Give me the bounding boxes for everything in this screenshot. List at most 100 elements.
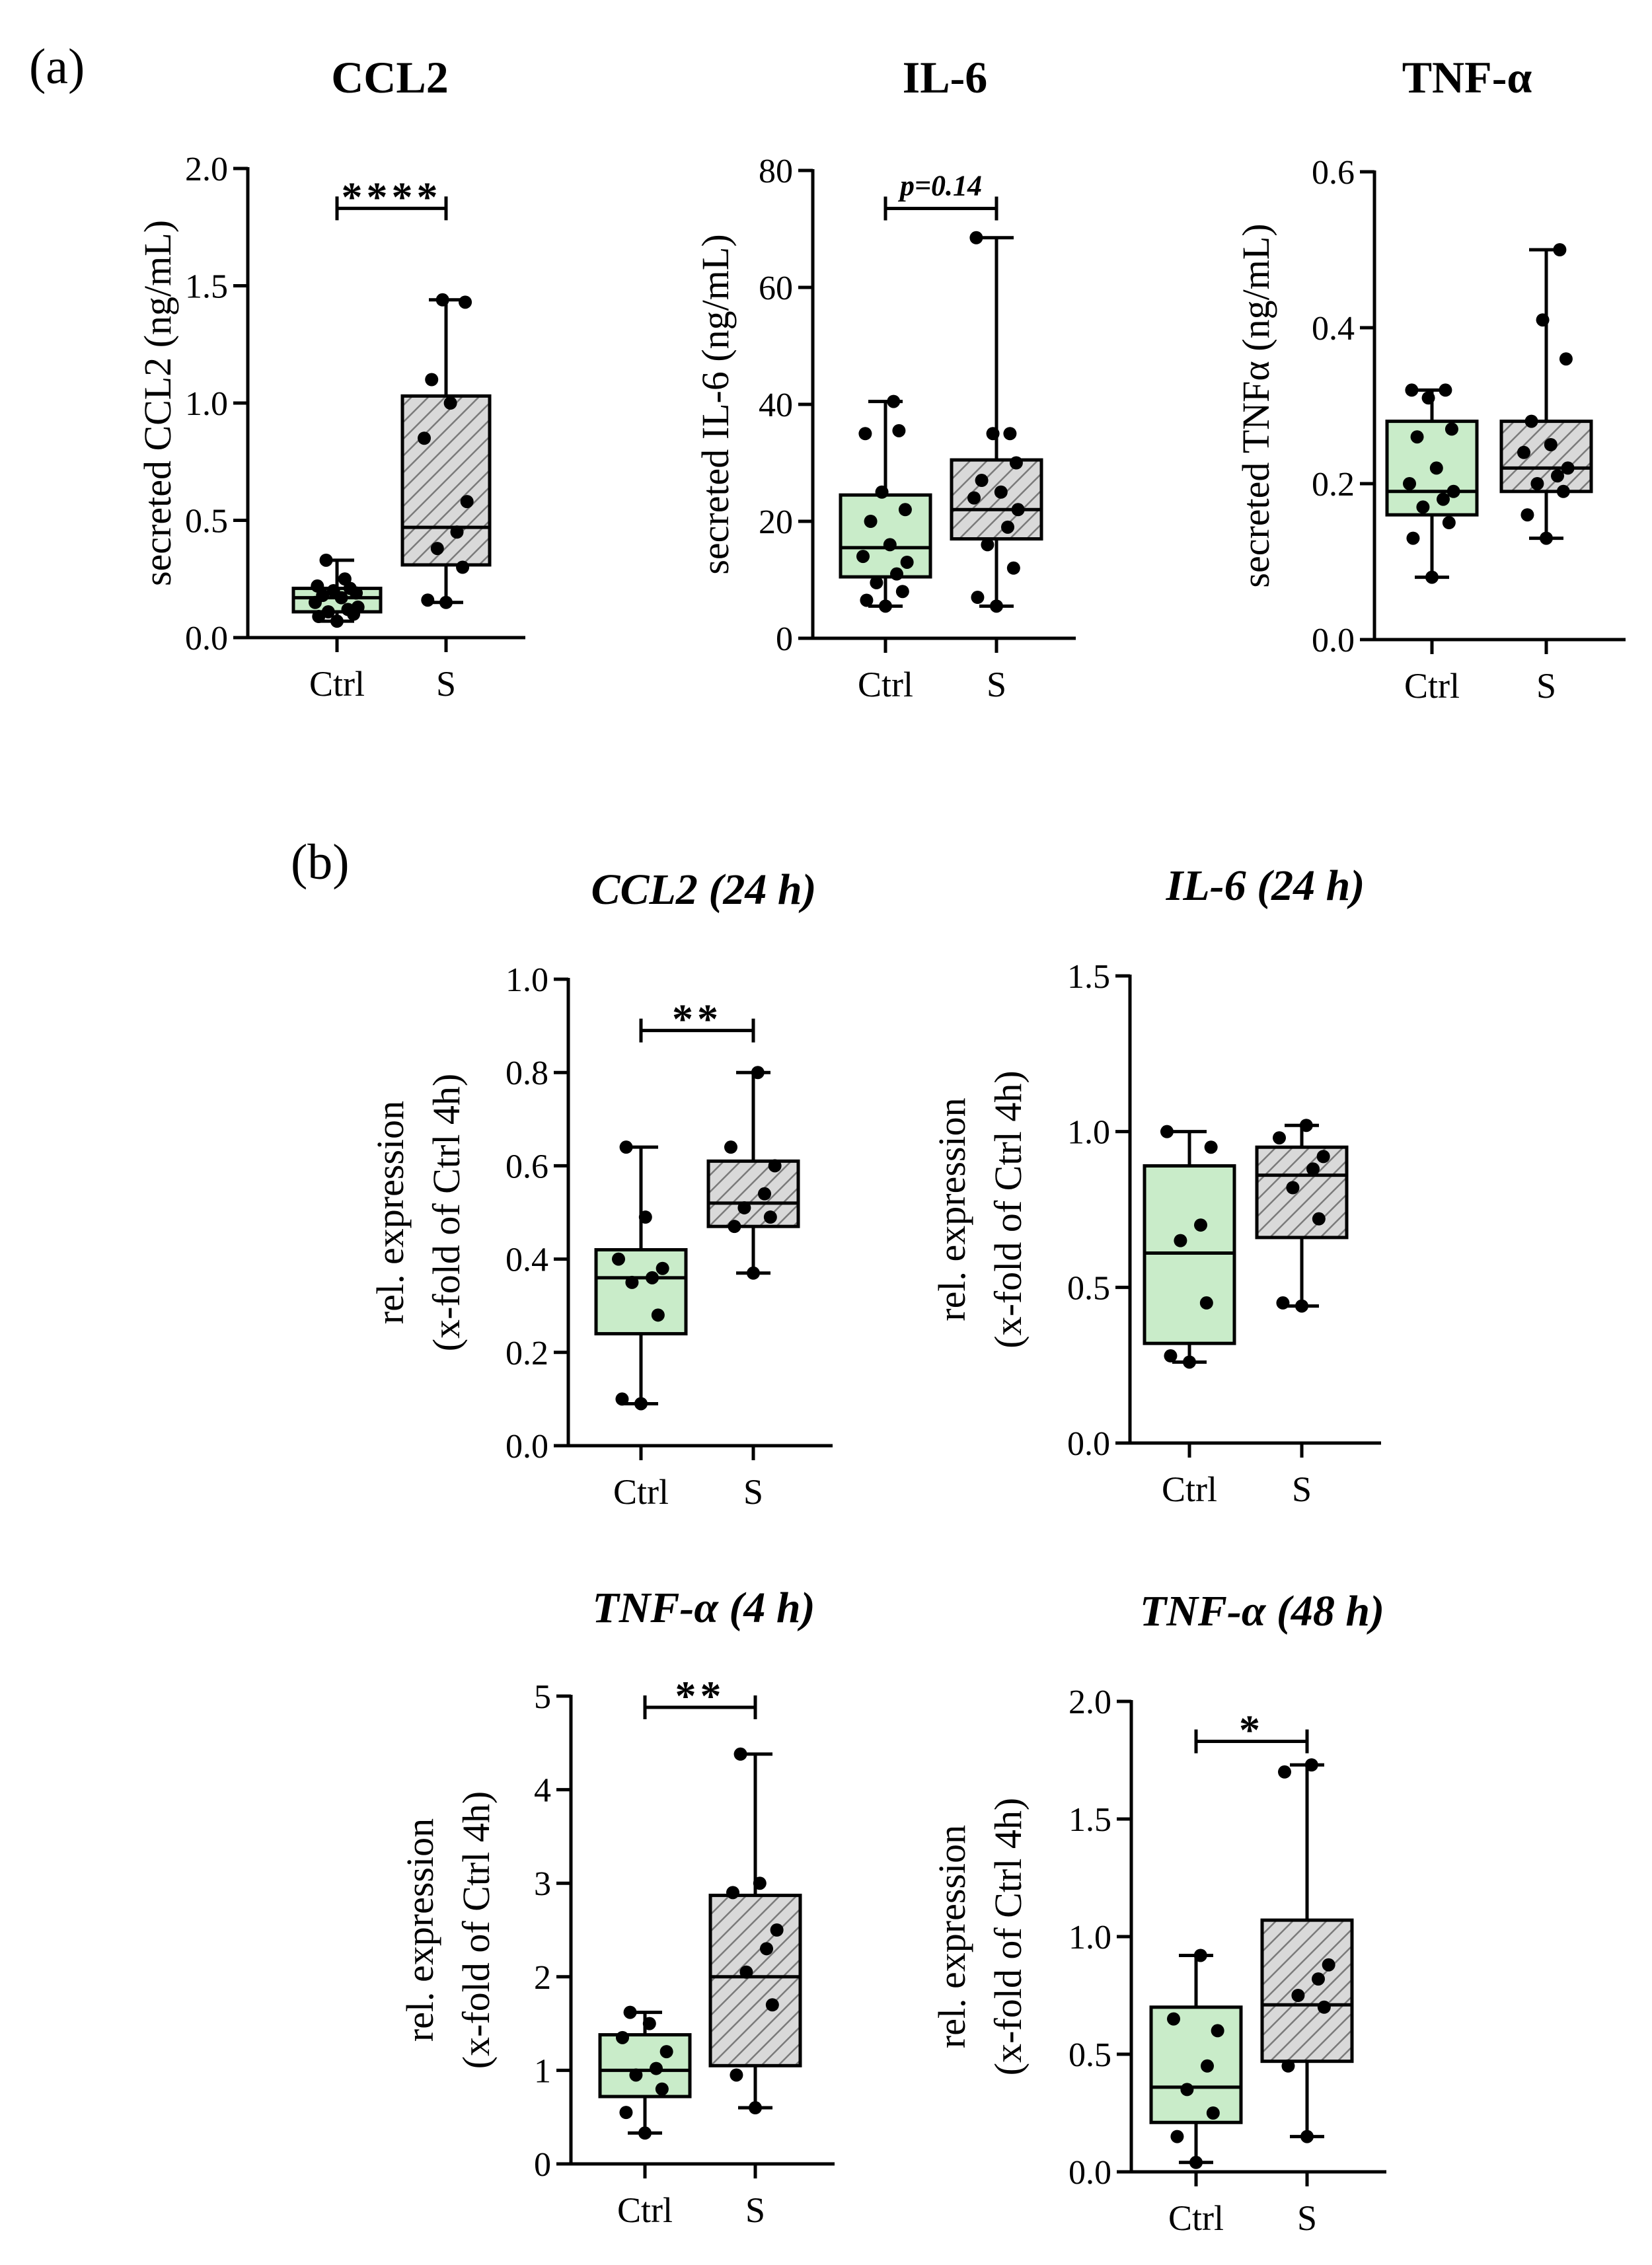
data-point [1312, 1972, 1325, 1986]
data-point [1003, 427, 1017, 441]
chart-title: TNF-α (48 h) [1140, 1587, 1384, 1635]
box-s [1260, 1918, 1354, 2063]
data-point [875, 485, 889, 499]
data-point [1194, 1218, 1207, 1232]
y-axis-label: rel. expression [398, 1818, 441, 2042]
data-point [1439, 383, 1452, 397]
x-tick-label: S [745, 2190, 765, 2230]
y-tick-label: 0.5 [1067, 1269, 1110, 1307]
y-tick-label: 2.0 [1069, 1684, 1111, 1721]
data-point [1204, 1140, 1218, 1154]
data-point [1405, 383, 1419, 397]
y-tick-label: 2.0 [185, 151, 228, 188]
data-point [1281, 2059, 1295, 2073]
x-tick-label: Ctrl [309, 664, 365, 704]
data-point [619, 2106, 633, 2120]
data-point [1536, 313, 1550, 327]
y-tick-label: 0.0 [1312, 622, 1355, 659]
chart-a3: TNF-α secreted TNFα (ng/mL) 0.0 0.2 0.4 0.6 Ct… [1234, 52, 1626, 706]
box-s [950, 458, 1043, 541]
significance-label: ** [672, 996, 722, 1043]
data-point [651, 1308, 665, 1322]
data-point [1416, 500, 1430, 514]
data-point [638, 2126, 652, 2140]
data-point [338, 572, 352, 586]
data-point [898, 503, 912, 517]
data-point [1180, 2083, 1194, 2097]
x-tick-label: S [1536, 666, 1556, 706]
data-point [1406, 531, 1420, 545]
data-point [1011, 503, 1025, 517]
y-axis-label-secondary: (x-fold of Ctrl 4h) [425, 1074, 468, 1351]
box-s [706, 1159, 800, 1228]
data-point [900, 555, 914, 569]
box-s [708, 1894, 802, 2067]
data-point [753, 1876, 767, 1890]
data-point [986, 427, 1000, 441]
data-point [883, 538, 897, 552]
data-point [642, 2017, 656, 2030]
x-tick-label: Ctrl [858, 665, 913, 704]
x-tick-label: S [1297, 2198, 1317, 2238]
data-point [629, 2068, 643, 2082]
data-point [864, 515, 878, 528]
chart-title: TNF-α [1402, 52, 1532, 102]
data-point [1306, 1162, 1320, 1176]
data-point [760, 1942, 773, 1956]
data-point [765, 1998, 779, 2012]
data-point [456, 560, 470, 574]
data-point [1164, 1349, 1178, 1363]
y-tick-label: 0.0 [506, 1428, 548, 1466]
data-point [981, 538, 995, 552]
data-point [439, 595, 453, 609]
chart-b3: TNF-α (4 h) rel. expression (x-fold of Ctr… [398, 1584, 835, 2230]
data-point [858, 427, 872, 441]
data-point [1211, 2024, 1224, 2038]
data-point [1521, 508, 1534, 522]
box-s [1499, 420, 1593, 494]
data-point [634, 1397, 648, 1411]
y-tick-label: 1.0 [185, 385, 228, 423]
box-s [1255, 1145, 1349, 1240]
data-point [990, 599, 1003, 613]
data-point [1183, 1355, 1196, 1369]
y-tick-label: 80 [759, 153, 793, 190]
data-point [1170, 2130, 1184, 2143]
chart-title: CCL2 [331, 52, 449, 102]
y-tick-label: 40 [759, 387, 793, 424]
data-point [737, 1201, 751, 1214]
panel-label-b: (b) [291, 835, 350, 890]
chart-b1: CCL2 (24 h) rel. expression (x-fold of Ctr… [369, 866, 833, 1512]
data-point [1544, 438, 1558, 451]
chart-b2: IL-6 (24 h) rel. expression (x-fold of Ctr… [930, 862, 1381, 1509]
y-tick-label: 60 [759, 270, 793, 307]
data-point [770, 1923, 784, 1937]
box-ctrl [1149, 2005, 1243, 2124]
data-point [326, 584, 340, 597]
x-tick-label: S [436, 664, 456, 704]
data-point [1009, 456, 1023, 470]
data-point [351, 600, 365, 614]
data-point [430, 542, 444, 556]
y-tick-label: 1.0 [1069, 1919, 1111, 1956]
data-point [1317, 2000, 1331, 2014]
data-point [1446, 484, 1460, 498]
data-point [856, 550, 870, 564]
x-tick-label: S [743, 1472, 763, 1512]
data-point [768, 1159, 782, 1173]
data-point [619, 1140, 633, 1154]
data-point [646, 1271, 659, 1284]
data-point [656, 1261, 669, 1275]
data-point [975, 474, 989, 488]
data-point [1561, 461, 1575, 475]
data-point [1174, 1234, 1187, 1247]
y-tick-label: 1.0 [1067, 1114, 1110, 1152]
chart-title: IL-6 [903, 52, 987, 102]
data-point [1442, 516, 1456, 529]
data-point [1410, 430, 1424, 444]
data-point [341, 603, 355, 616]
data-point [749, 2101, 762, 2115]
y-tick-label: 2 [534, 1959, 551, 1997]
x-tick-label: Ctrl [617, 2190, 673, 2230]
